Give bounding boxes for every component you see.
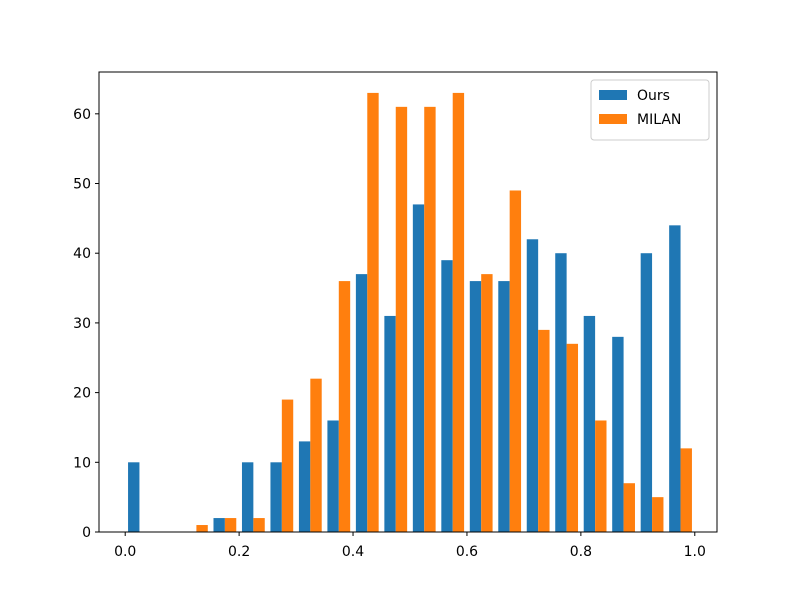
- bar: [498, 281, 510, 532]
- x-tick-label: 0.0: [114, 544, 136, 560]
- y-tick-label: 40: [73, 246, 91, 262]
- bar: [424, 106, 436, 533]
- bar: [338, 281, 351, 532]
- bar: [128, 462, 140, 532]
- bar: [327, 420, 339, 532]
- bar: [441, 260, 453, 532]
- legend-label: Ours: [637, 88, 670, 104]
- bar: [640, 253, 653, 532]
- bar: [298, 441, 311, 532]
- y-tick-label: 10: [73, 455, 91, 471]
- bar: [241, 462, 254, 532]
- y-tick-label: 0: [82, 525, 91, 541]
- legend-swatch: [599, 90, 627, 100]
- bar: [623, 483, 635, 532]
- bar: [555, 253, 567, 532]
- x-tick-label: 0.4: [342, 544, 364, 560]
- x-tick-label: 0.8: [570, 544, 592, 560]
- bar: [310, 378, 322, 532]
- bar: [355, 274, 368, 532]
- bar: [281, 399, 294, 532]
- bar: [538, 329, 550, 532]
- bar: [612, 336, 624, 532]
- legend-label: MILAN: [637, 112, 681, 128]
- bar: [224, 518, 237, 532]
- bar: [452, 92, 465, 532]
- x-tick-label: 0.2: [228, 544, 250, 560]
- bar: [395, 106, 408, 533]
- bar: [669, 225, 681, 533]
- bar: [595, 420, 607, 532]
- bar: [469, 281, 482, 532]
- bar: [509, 190, 522, 532]
- bar: [481, 274, 493, 532]
- x-tick-label: 1.0: [684, 544, 706, 560]
- bar: [526, 239, 539, 533]
- bar: [384, 315, 396, 532]
- legend: Ours MILAN: [590, 79, 710, 141]
- y-tick-label: 30: [73, 316, 91, 332]
- bar: [253, 518, 265, 532]
- y-tick-label: 60: [73, 107, 91, 123]
- bar: [652, 497, 664, 532]
- y-tick-label: 20: [73, 386, 91, 402]
- bar: [412, 204, 425, 532]
- bar: [367, 92, 379, 532]
- bar: [213, 518, 225, 532]
- bar: [566, 343, 579, 532]
- bar: [583, 315, 596, 532]
- y-tick-label: 50: [73, 177, 91, 193]
- bar: [680, 448, 692, 532]
- x-tick-label: 0.6: [456, 544, 478, 560]
- legend-swatch: [599, 114, 627, 124]
- axes-frame: [98, 71, 718, 533]
- bar: [270, 462, 282, 532]
- bar: [196, 525, 208, 532]
